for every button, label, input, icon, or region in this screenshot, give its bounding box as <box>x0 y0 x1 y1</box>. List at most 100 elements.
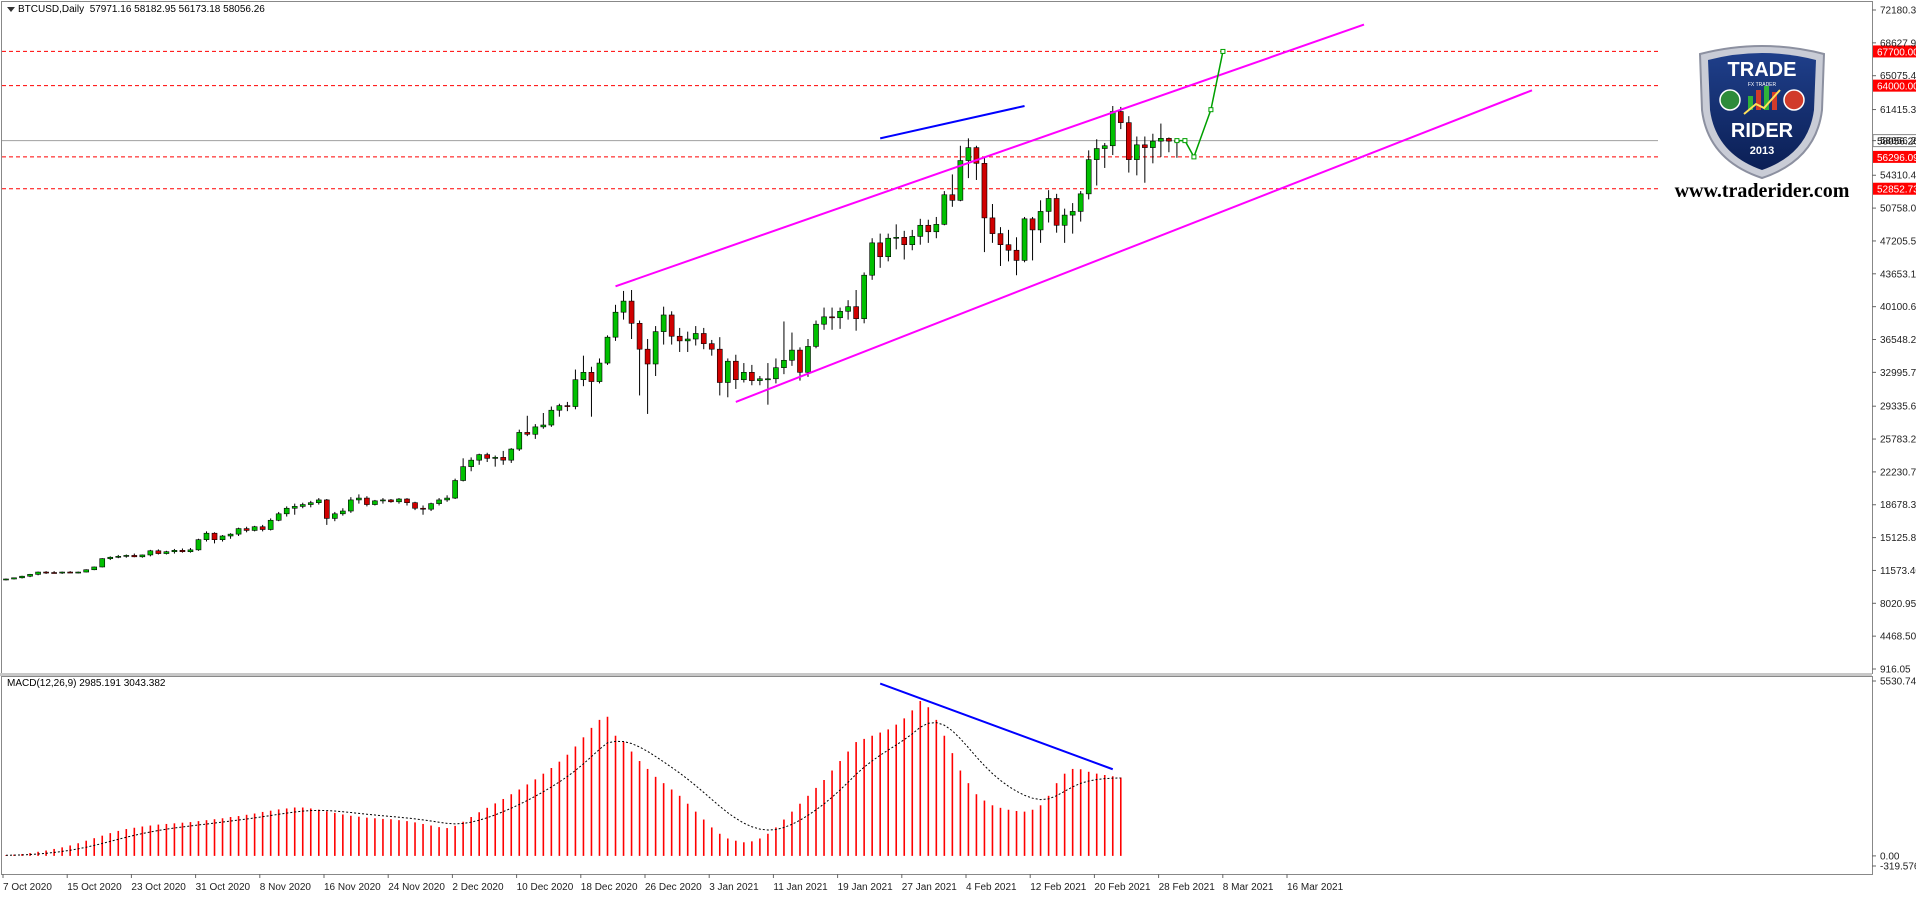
bear-candle-body <box>259 526 266 530</box>
candle <box>99 558 106 568</box>
macd-header: MACD(12,26,9) 2985.191 3043.382 <box>7 678 165 689</box>
bull-candle-body <box>436 499 442 504</box>
candle <box>195 538 202 551</box>
candle <box>973 145 980 180</box>
bull-candle-body <box>692 333 699 340</box>
candle <box>1150 133 1156 164</box>
bull-candle-body <box>813 323 819 347</box>
price-level-label: 67700.00 <box>1877 47 1916 58</box>
bear-candle-body <box>981 163 988 219</box>
price-axis-label: 50758.00 <box>1880 204 1916 215</box>
price-axis-label: 43653.10 <box>1880 269 1916 280</box>
projection-point <box>1220 48 1226 54</box>
price-level-badge <box>1873 182 1916 195</box>
bull-candle-body <box>660 314 667 332</box>
macd-indicator-label: MACD(12,26,9) <box>7 678 77 689</box>
candle <box>708 339 715 356</box>
bull-candle-body <box>99 558 106 568</box>
candle <box>757 376 763 386</box>
bull-candle-body <box>757 378 763 381</box>
bear-candle-body <box>829 316 835 319</box>
bear-candle-body <box>877 242 883 258</box>
candle <box>1093 139 1100 186</box>
candle <box>508 448 515 463</box>
bull-candle-body <box>572 379 579 407</box>
date-axis-label: 3 Jan 2021 <box>709 882 759 893</box>
projection-point <box>1182 138 1188 144</box>
candle <box>59 571 65 574</box>
price-level-badge <box>1873 45 1916 58</box>
candle <box>612 304 619 341</box>
date-axis-label: 23 Oct 2020 <box>131 882 186 893</box>
candle <box>781 321 787 375</box>
candle <box>749 364 755 386</box>
bear-candle-body <box>323 499 330 519</box>
candle <box>1005 229 1012 262</box>
date-axis-label: 19 Jan 2021 <box>838 882 893 893</box>
candle <box>556 403 563 417</box>
candle <box>572 369 579 410</box>
price-level-label: 52852.73 <box>1877 185 1916 196</box>
bull-candle-body <box>580 372 587 381</box>
date-axis-label: 16 Mar 2021 <box>1287 882 1344 893</box>
bear-candle-body <box>676 335 683 342</box>
candle <box>283 506 290 517</box>
candle <box>845 300 851 320</box>
price-axis-label: 11573.40 <box>1880 566 1916 577</box>
candle <box>540 412 547 429</box>
candle <box>765 363 771 405</box>
candle <box>1077 191 1084 222</box>
projection-point <box>1174 138 1180 144</box>
candle <box>797 347 803 381</box>
candle <box>1061 208 1068 243</box>
candle <box>131 553 138 558</box>
price-axis-label: 4468.50 <box>1880 632 1916 643</box>
candle <box>692 326 699 346</box>
bull-candle-body <box>396 498 402 503</box>
bull-candle-body <box>1109 111 1116 147</box>
bull-candle-body <box>107 556 114 559</box>
bear-candle-body <box>644 348 651 365</box>
bull-candle-body <box>356 497 362 501</box>
bull-candle-body <box>508 448 515 461</box>
candle <box>372 499 378 506</box>
bull-candle-body <box>532 426 539 435</box>
price-axis-label: 18678.30 <box>1880 500 1916 511</box>
candle <box>901 230 908 260</box>
axes: 72180.35 68627.90 65075.45 61415.35 58056.26… <box>2 6 1916 893</box>
bull-candle-body <box>596 362 603 382</box>
bear-candle-body <box>564 405 571 407</box>
bull-candle-body <box>917 224 924 237</box>
bear-candle-body <box>797 349 803 373</box>
price-axis-label: 32995.75 <box>1880 368 1916 379</box>
bull-candle-body <box>1037 211 1044 231</box>
candle <box>933 216 940 239</box>
bull-candle-body <box>59 571 65 574</box>
bull-candle-body <box>957 160 964 201</box>
price-level-label: 64000.00 <box>1877 82 1916 93</box>
candle <box>211 532 218 544</box>
bear-candle-body <box>853 306 859 319</box>
candle <box>548 406 555 427</box>
candle <box>468 457 474 472</box>
bull-candle-body <box>909 236 916 245</box>
bull-candle-body <box>805 346 811 373</box>
candle <box>123 554 130 558</box>
bull-candle-body <box>765 378 771 381</box>
bull-candle-body <box>652 331 659 365</box>
bull-candle-body <box>315 499 322 503</box>
collapse-arrow-icon[interactable] <box>7 6 15 12</box>
chart-frame <box>0 1 1873 875</box>
bear-candle-body <box>43 571 49 574</box>
bull-icon <box>1719 89 1741 111</box>
bull-candle-body <box>741 372 747 381</box>
candle <box>1126 116 1132 173</box>
candle <box>1037 200 1044 243</box>
date-axis-label: 12 Feb 2021 <box>1030 882 1087 893</box>
candle <box>67 571 73 574</box>
bull-candle-body <box>861 274 867 319</box>
candle <box>227 533 234 539</box>
bull-candle-body <box>1158 138 1164 142</box>
bull-candle-body <box>267 519 274 530</box>
